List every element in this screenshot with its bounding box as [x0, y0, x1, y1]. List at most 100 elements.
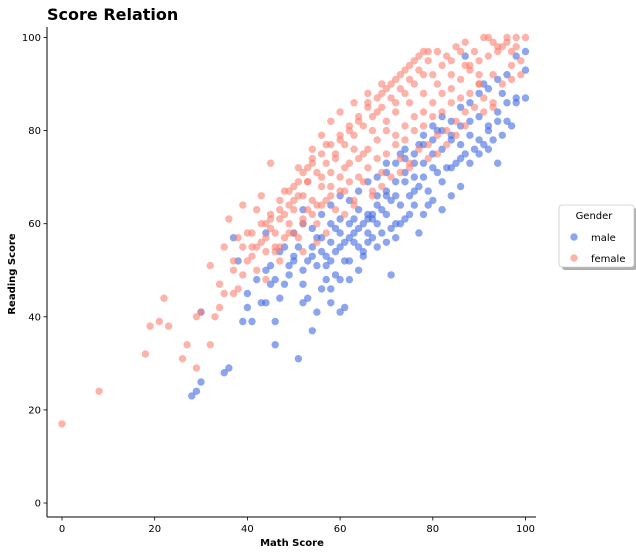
- chart-title: Score Relation: [47, 5, 178, 24]
- data-point-female: [192, 313, 201, 321]
- data-point-male: [447, 192, 455, 200]
- x-tick-label: 20: [148, 524, 161, 535]
- data-point-female: [341, 164, 349, 172]
- data-point-female: [512, 43, 520, 51]
- series-male: [188, 47, 530, 400]
- data-point-male: [331, 247, 340, 256]
- data-point-female: [452, 117, 460, 126]
- data-point-male: [322, 261, 330, 270]
- data-point-female: [396, 168, 405, 177]
- data-point-female: [345, 122, 354, 130]
- data-point-male: [192, 387, 201, 395]
- data-point-female: [294, 192, 303, 200]
- data-point-male: [503, 71, 511, 79]
- data-point-male: [503, 117, 511, 126]
- legend-label-male: male: [591, 233, 616, 244]
- data-point-male: [429, 164, 437, 172]
- data-point-female: [253, 243, 261, 251]
- data-point-female: [350, 131, 358, 139]
- data-point-male: [410, 187, 418, 195]
- data-point-female: [429, 71, 437, 79]
- data-point-male: [512, 99, 520, 107]
- data-point-female: [95, 387, 103, 395]
- data-point-female: [276, 215, 284, 223]
- data-point-female: [392, 131, 400, 139]
- data-point-female: [364, 145, 372, 153]
- data-point-male: [475, 150, 483, 158]
- data-point-female: [466, 89, 474, 98]
- x-axis-ticks: 0 20 40 60 80 100: [59, 517, 535, 535]
- data-point-female: [178, 355, 187, 363]
- y-axis-ticks: 0 20 40 60 80 100: [22, 33, 47, 510]
- data-point-female: [294, 178, 303, 186]
- data-point-male: [405, 192, 414, 200]
- data-point-female: [243, 257, 252, 265]
- data-point-female: [378, 80, 386, 88]
- data-point-female: [164, 322, 173, 330]
- data-point-female: [257, 192, 265, 200]
- data-point-male: [253, 275, 261, 284]
- data-point-female: [475, 71, 483, 79]
- data-point-male: [336, 229, 344, 237]
- data-point-male: [331, 271, 340, 279]
- data-point-male: [322, 275, 330, 284]
- data-point-female: [341, 210, 349, 219]
- data-point-female: [373, 108, 381, 116]
- data-point-female: [424, 57, 432, 65]
- data-point-male: [271, 317, 279, 326]
- legend-marker-male: [570, 233, 578, 241]
- data-point-female: [290, 196, 298, 205]
- data-point-female: [433, 150, 442, 158]
- data-point-female: [257, 238, 265, 246]
- data-point-male: [341, 257, 349, 265]
- data-point-female: [368, 192, 377, 200]
- data-point-male: [285, 271, 293, 279]
- data-point-male: [188, 392, 196, 400]
- data-point-female: [410, 57, 418, 65]
- data-point-female: [415, 145, 423, 153]
- data-point-male: [415, 182, 423, 191]
- data-point-male: [336, 243, 344, 251]
- data-point-female: [299, 247, 307, 256]
- data-point-female: [447, 57, 455, 65]
- data-point-female: [183, 341, 191, 349]
- data-point-female: [215, 280, 224, 288]
- data-point-male: [419, 131, 428, 139]
- y-tick-label: 40: [28, 312, 41, 323]
- data-point-female: [197, 308, 205, 316]
- data-point-female: [192, 364, 201, 372]
- data-point-male: [447, 136, 455, 144]
- data-point-female: [438, 61, 446, 70]
- data-point-male: [419, 210, 428, 219]
- data-point-male: [494, 117, 502, 126]
- data-point-female: [294, 234, 303, 242]
- data-point-female: [327, 192, 335, 200]
- data-point-male: [308, 252, 316, 260]
- data-point-male: [308, 224, 316, 233]
- data-point-female: [146, 322, 154, 330]
- data-point-male: [507, 122, 516, 130]
- data-point-female: [294, 164, 303, 172]
- data-point-male: [452, 159, 460, 167]
- data-point-female: [304, 164, 312, 172]
- data-point-female: [461, 122, 469, 130]
- data-point-male: [489, 136, 497, 144]
- data-point-female: [141, 350, 150, 358]
- data-point-female: [266, 210, 275, 219]
- data-point-female: [220, 243, 228, 251]
- data-point-female: [447, 85, 455, 93]
- data-point-female: [364, 164, 372, 172]
- data-point-male: [494, 159, 502, 167]
- data-point-male: [470, 145, 479, 153]
- data-point-female: [401, 122, 409, 130]
- data-point-female: [373, 136, 381, 144]
- data-point-female: [378, 89, 386, 98]
- data-point-female: [452, 43, 460, 51]
- data-point-female: [489, 38, 497, 46]
- data-point-male: [456, 154, 465, 163]
- data-point-female: [350, 201, 358, 209]
- data-point-male: [382, 210, 391, 219]
- data-point-female: [290, 206, 298, 214]
- data-point-female: [276, 196, 284, 205]
- data-point-female: [415, 52, 423, 60]
